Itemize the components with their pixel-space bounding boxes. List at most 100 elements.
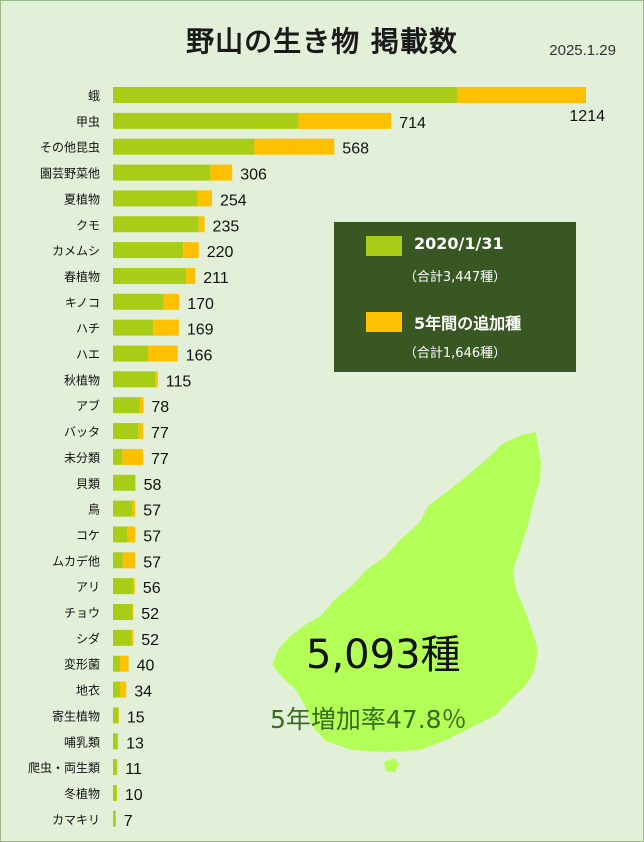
bar-2020-19 — [113, 578, 134, 595]
category-label-4: 夏植物 — [64, 191, 100, 206]
value-label-0: 1214 — [569, 108, 605, 125]
value-label-20: 52 — [141, 606, 159, 623]
bar-2020-5 — [113, 216, 199, 233]
map-shape — [272, 432, 541, 752]
bar-2020-12 — [113, 397, 140, 414]
value-label-23: 34 — [134, 684, 152, 701]
value-label-18: 57 — [143, 554, 161, 571]
category-label-5: クモ — [76, 218, 100, 232]
bar-2020-4 — [113, 190, 198, 207]
bar-2020-0 — [113, 87, 458, 103]
legend-total-2020: （合計3,447種） — [403, 270, 507, 285]
category-label-23: 地衣 — [76, 683, 100, 698]
bar-added-12 — [139, 397, 144, 414]
bar-2020-24 — [113, 707, 119, 724]
bar-added-16 — [132, 500, 136, 517]
bar-2020-10 — [113, 345, 149, 362]
bar-2020-23 — [113, 681, 121, 698]
value-label-17: 57 — [143, 528, 161, 545]
value-label-4: 254 — [220, 192, 247, 209]
bar-2020-28 — [113, 810, 116, 827]
value-label-12: 78 — [151, 399, 169, 416]
category-label-6: カメムシ — [52, 244, 100, 258]
bar-2020-21 — [113, 629, 132, 646]
category-label-13: バッタ — [64, 425, 100, 439]
value-label-5: 235 — [213, 218, 240, 235]
bars-group — [113, 87, 586, 827]
chart-title: 野山の生き物 掲載数 — [186, 25, 458, 58]
bar-added-2 — [254, 138, 335, 155]
category-label-9: ハチ — [76, 322, 100, 336]
bar-added-19 — [133, 578, 135, 595]
bar-added-1 — [298, 112, 392, 129]
value-label-14: 77 — [151, 451, 169, 468]
value-label-21: 52 — [141, 632, 159, 649]
category-label-3: 園芸野菜他 — [40, 167, 100, 181]
bar-2020-11 — [113, 371, 156, 388]
bar-added-4 — [197, 190, 212, 207]
category-label-26: 爬虫・両生類 — [28, 761, 100, 775]
bar-added-17 — [127, 526, 136, 543]
category-label-28: カマキリ — [52, 813, 100, 827]
category-label-12: アブ — [76, 398, 100, 413]
bar-2020-1 — [113, 112, 299, 129]
bar-added-7 — [186, 267, 196, 284]
bar-added-11 — [155, 371, 158, 388]
value-label-16: 57 — [143, 503, 161, 520]
value-label-1: 714 — [399, 115, 426, 132]
value-label-11: 115 — [166, 373, 192, 390]
bar-2020-25 — [113, 733, 118, 750]
legend-label-2020: 2020/1/31 — [414, 234, 504, 253]
bar-added-5 — [198, 216, 205, 233]
legend-label-added: 5年間の追加種 — [414, 314, 522, 333]
value-label-15: 58 — [144, 477, 162, 494]
increase-rate: 5年増加率47.8％ — [270, 705, 467, 734]
value-label-26: 11 — [125, 761, 142, 778]
bar-2020-16 — [113, 500, 133, 517]
value-label-25: 13 — [126, 735, 144, 752]
bar-2020-9 — [113, 319, 154, 336]
bar-2020-22 — [113, 655, 121, 672]
category-label-20: チョウ — [64, 606, 100, 620]
bar-added-6 — [183, 242, 199, 259]
category-label-21: シダ — [76, 631, 100, 646]
value-label-2: 568 — [342, 141, 369, 158]
value-label-28: 7 — [124, 813, 133, 830]
bar-added-18 — [122, 552, 136, 569]
category-label-24: 寄生植物 — [52, 708, 100, 723]
bar-added-23 — [120, 681, 127, 698]
legend: 2020/1/31 （合計3,447種） 5年間の追加種 （合計1,646種） — [334, 222, 576, 372]
bar-2020-18 — [113, 552, 123, 569]
value-label-27: 10 — [125, 787, 143, 804]
bar-added-8 — [163, 293, 180, 310]
bar-added-3 — [210, 164, 233, 181]
category-label-22: 変形菌 — [64, 657, 100, 672]
value-label-19: 56 — [143, 580, 161, 597]
value-label-7: 211 — [203, 270, 229, 287]
category-label-18: ムカデ他 — [52, 553, 100, 568]
category-label-14: 未分類 — [64, 451, 100, 465]
category-label-17: コケ — [76, 528, 100, 542]
category-label-15: 貝類 — [76, 477, 100, 491]
bar-added-0 — [457, 87, 586, 103]
bar-2020-27 — [113, 784, 117, 801]
value-label-9: 169 — [187, 322, 214, 339]
category-label-0: 蛾 — [88, 89, 100, 103]
bar-2020-13 — [113, 423, 139, 440]
legend-total-added: （合計1,646種） — [403, 346, 507, 361]
bar-added-13 — [138, 423, 144, 440]
bar-added-9 — [153, 319, 179, 336]
value-label-6: 220 — [207, 244, 234, 261]
legend-swatch-2020 — [366, 236, 402, 256]
bar-2020-8 — [113, 293, 164, 310]
value-label-22: 40 — [137, 658, 155, 675]
labels-group: 蛾 1214 甲虫 714 その他昆虫 568 園芸野菜他 306 夏植物 254 クモ 235 カメム… — [28, 89, 605, 830]
bar-2020-15 — [113, 474, 136, 491]
bar-2020-20 — [113, 604, 133, 620]
bar-added-14 — [122, 448, 144, 465]
category-label-25: 哺乳類 — [64, 735, 100, 749]
value-label-10: 166 — [186, 348, 213, 365]
bar-added-22 — [120, 655, 129, 672]
category-label-8: キノコ — [65, 296, 100, 310]
legend-swatch-added — [366, 312, 402, 332]
